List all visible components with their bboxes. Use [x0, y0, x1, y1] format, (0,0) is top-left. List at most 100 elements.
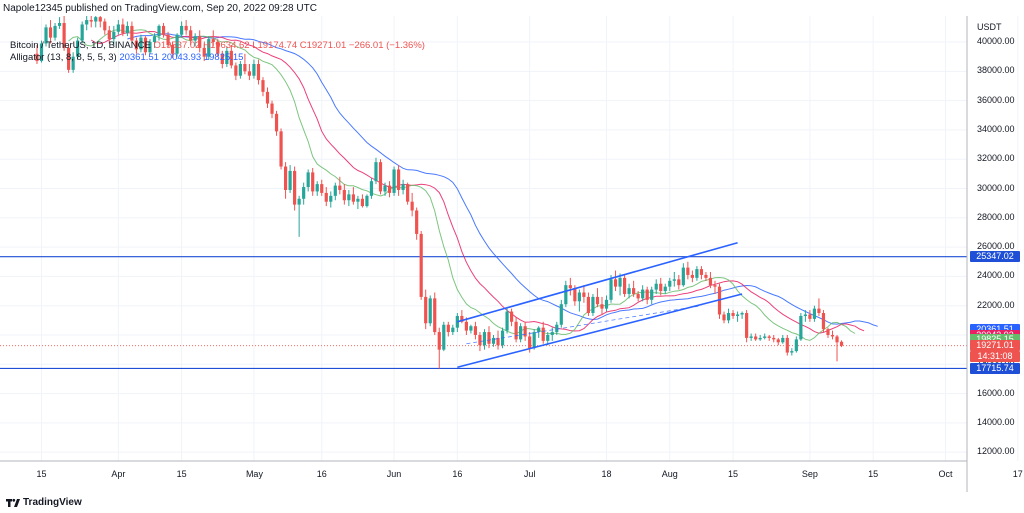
candle-body [274, 113, 279, 132]
candle-body [550, 332, 554, 335]
candle-body [835, 336, 839, 343]
candle-body [686, 267, 690, 275]
indicator-price-tag: 20361.51 [970, 324, 1020, 336]
level-price-tag: 17715.74 [970, 362, 1020, 374]
candle-body [473, 326, 478, 335]
candle-body [830, 334, 835, 337]
candle-body [216, 42, 220, 54]
candle-body [695, 269, 699, 278]
candle-body [672, 279, 676, 281]
candle-body [677, 279, 681, 286]
candle-body [722, 314, 726, 321]
price-chart[interactable] [0, 16, 1024, 492]
candle-body [148, 42, 152, 53]
candle-body [532, 332, 536, 349]
candle-body [790, 351, 794, 353]
level-layer [0, 256, 967, 369]
candle-body [505, 311, 509, 331]
candle-body [541, 327, 545, 341]
candle-body [378, 162, 383, 192]
candle-body [116, 24, 120, 32]
candle-body [812, 308, 817, 319]
y-tick-label: 30000.00 [977, 182, 1015, 193]
channel-layer [457, 241, 743, 368]
candle-body [347, 194, 351, 201]
candle-body [600, 304, 604, 309]
symbol-legend[interactable]: Bitcoin / TetherUS, 1D, BINANCE O19537.0… [10, 40, 425, 51]
candle-body [297, 198, 301, 205]
candle-body [794, 339, 798, 352]
candle-body [107, 30, 111, 40]
candle-body [410, 201, 414, 211]
y-tick-label: 14000.00 [977, 416, 1015, 427]
channel-lower-line [457, 293, 743, 368]
x-tick-label: Aug [661, 469, 678, 479]
candle-body [659, 283, 663, 292]
ohlc-values: O19537.02 H19634.62 L19174.74 C19271.01 … [153, 40, 425, 51]
candle-body [387, 185, 392, 193]
indicator-price-tag: 14:31:08 [970, 351, 1020, 363]
candle-body [383, 185, 387, 192]
candle-body [595, 296, 600, 305]
candle-body [234, 65, 238, 76]
candle-body [76, 40, 80, 57]
candle-body [121, 24, 125, 34]
candle-body [406, 184, 410, 202]
candle-body [690, 274, 694, 278]
x-tick-label: 15 [176, 469, 187, 479]
x-tick-label: 15 [728, 469, 739, 479]
candle-body [324, 192, 328, 202]
candle-body [618, 277, 622, 287]
candle-body [577, 292, 581, 302]
candle-body [220, 53, 224, 65]
candle-body [455, 315, 459, 328]
candle-body [740, 313, 744, 315]
symbol-label: Bitcoin / TetherUS, 1D, BINANCE [10, 40, 151, 51]
alligator-legend[interactable]: Alligator (13, 8, 8, 5, 5, 3) 20361.51 2… [10, 52, 243, 63]
candle-body [428, 298, 432, 324]
candle-body [342, 189, 346, 201]
candle-body [306, 172, 310, 188]
candle-body [555, 324, 559, 333]
candle-body [338, 185, 342, 190]
y-tick-label: 16000.00 [977, 387, 1015, 398]
channel-mid-line [466, 305, 702, 345]
candle-body [53, 25, 57, 38]
candle-body [636, 293, 640, 299]
x-tick-label: Apr [111, 469, 126, 479]
candle-body [288, 170, 292, 190]
candle-body [365, 195, 369, 207]
candle-body [356, 198, 360, 202]
candle-body [279, 131, 283, 167]
footer: TradingView [0, 492, 1024, 513]
y-tick-label: 34000.00 [977, 123, 1015, 134]
candle-body [44, 27, 48, 44]
candle-body [478, 334, 482, 346]
candle-body [112, 31, 116, 40]
candle-body [591, 296, 595, 314]
candle-body [708, 277, 713, 286]
candle-body [193, 36, 197, 41]
candle-body [71, 56, 75, 70]
candle-body [604, 299, 609, 309]
candle-body [519, 326, 523, 340]
candle-body [826, 329, 830, 335]
alligator-label: Alligator (13, 8, 8, 5, 5, 3) [10, 52, 117, 63]
alligator-layer [68, 29, 878, 341]
candle-body [85, 20, 89, 25]
candle-body [180, 25, 184, 35]
candle-body [446, 324, 450, 333]
y-tick-label: 24000.00 [977, 270, 1015, 281]
candle-body [415, 210, 419, 234]
candle-layer [35, 16, 844, 369]
chart-frame[interactable]: Bitcoin / TetherUS, 1D, BINANCE O19537.0… [0, 16, 1024, 492]
y-tick-label: 22000.00 [977, 299, 1015, 310]
y-tick-label: 26000.00 [977, 241, 1015, 252]
candle-body [609, 279, 613, 300]
candle-body [265, 91, 270, 104]
candle-body [613, 279, 618, 287]
candle-body [573, 288, 577, 302]
publish-caption: Napole12345 published on TradingView.com… [3, 3, 317, 14]
candle-body [654, 283, 658, 290]
y-tick-label: 40000.00 [977, 36, 1015, 47]
